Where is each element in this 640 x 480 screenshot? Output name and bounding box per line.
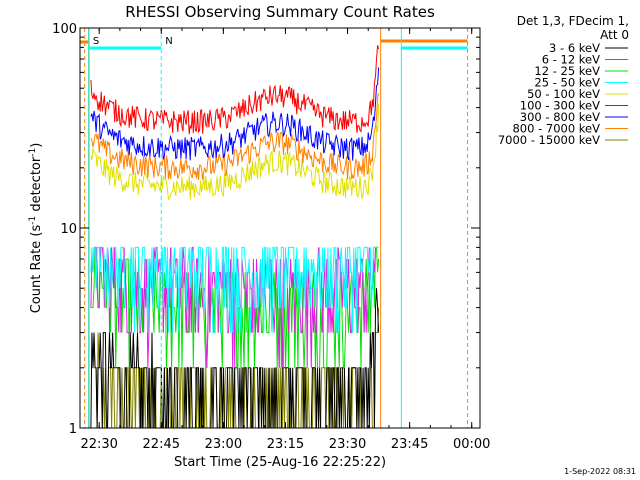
y-axis-label-sup2: -1 xyxy=(28,148,38,157)
x-tick-label: 00:00 xyxy=(453,437,490,452)
legend-entry-label: 6 - 12 keV xyxy=(542,53,600,67)
x-tick-label: 22:30 xyxy=(80,437,117,452)
footer-timestamp: 1-Sep-2022 08:31 xyxy=(564,467,636,476)
chart-title: RHESSI Observing Summary Count Rates xyxy=(125,3,435,21)
y-axis-label-mid: detector xyxy=(29,156,44,216)
y-tick-label: 100 xyxy=(52,22,77,37)
y-axis-label: Count Rate (s-1 detector-1) xyxy=(28,143,44,314)
x-tick-label: 23:30 xyxy=(329,437,366,452)
y-axis-ticks: 1 10 100 xyxy=(52,22,480,437)
x-tick-label: 23:00 xyxy=(205,437,242,452)
legend-entry-label: 25 - 50 keV xyxy=(534,76,600,90)
legend-entry-label: 800 - 7000 keV xyxy=(512,122,600,136)
series-line-4 xyxy=(90,104,380,200)
x-tick-label: 23:45 xyxy=(391,437,428,452)
series-line-3 xyxy=(90,246,379,334)
x-axis-ticks: 22:30 22:45 23:00 23:15 23:30 23:45 00:00 xyxy=(80,28,490,452)
y-tick-label: 10 xyxy=(60,222,77,237)
y-axis-label-sup1: -1 xyxy=(28,216,38,225)
series-line-7 xyxy=(90,93,380,181)
x-axis-label: Start Time (25-Aug-16 22:25:22) xyxy=(174,455,386,470)
legend-title-2: Att 0 xyxy=(600,28,629,42)
series-line-6 xyxy=(90,67,380,161)
legend-entry-label: 7000 - 15000 keV xyxy=(498,133,600,147)
legend-entry-label: 12 - 25 keV xyxy=(534,64,600,78)
legend-entry-label: 100 - 300 keV xyxy=(520,99,600,113)
legend-title-1: Det 1,3, FDecim 1, xyxy=(517,14,629,28)
annotation-label: S xyxy=(93,36,99,47)
x-tick-label: 23:15 xyxy=(267,437,304,452)
annotation-label: N xyxy=(165,36,172,47)
y-axis-label-main: Count Rate (s xyxy=(29,225,44,314)
x-tick-label: 22:45 xyxy=(143,437,180,452)
y-axis-label-end: ) xyxy=(29,143,44,148)
legend-entry-label: 50 - 100 keV xyxy=(527,87,600,101)
series-line-5 xyxy=(90,45,380,135)
y-tick-label: 1 xyxy=(69,422,77,437)
legend-entry-label: 300 - 800 keV xyxy=(520,110,600,124)
legend-entry-label: 3 - 6 keV xyxy=(549,41,600,55)
